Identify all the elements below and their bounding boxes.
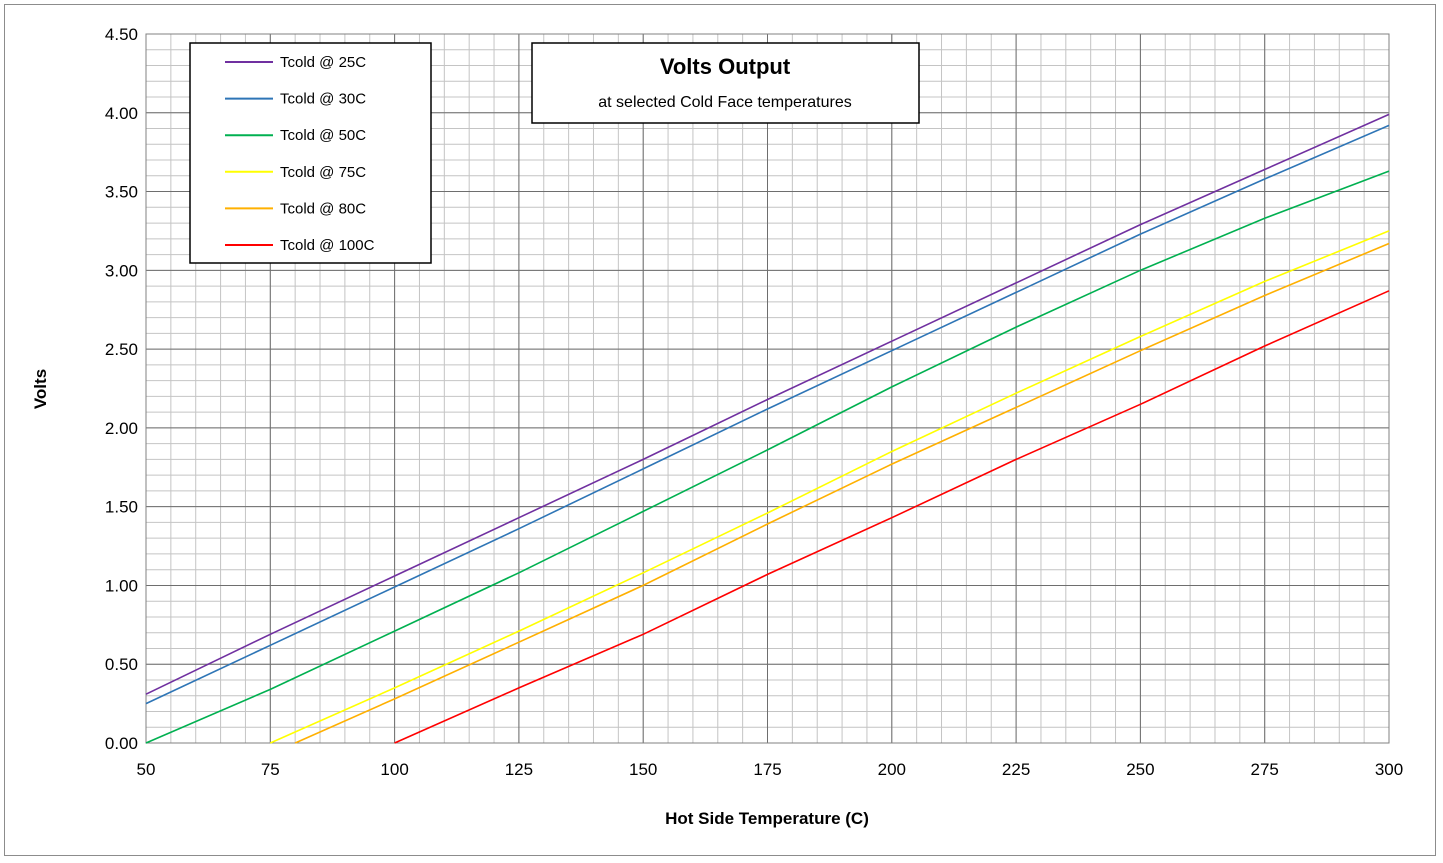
x-tick-label: 200 — [878, 760, 906, 779]
chart-title: Volts Output — [660, 54, 791, 79]
y-tick-label: 4.50 — [105, 25, 138, 44]
chart-subtitle: at selected Cold Face temperatures — [598, 94, 851, 111]
y-tick-label: 0.00 — [105, 734, 138, 753]
x-axis-title: Hot Side Temperature (C) — [665, 809, 869, 828]
legend-label: Tcold @ 100C — [280, 237, 375, 254]
y-tick-label: 1.50 — [105, 498, 138, 517]
y-axis-tick-labels: 0.00 0.50 1.00 1.50 2.00 2.50 3.00 3.50 4.00 4.50 — [105, 25, 138, 753]
legend-label: Tcold @ 75C — [280, 164, 366, 181]
x-tick-label: 150 — [629, 760, 657, 779]
y-tick-label: 2.50 — [105, 340, 138, 359]
x-tick-label: 75 — [261, 760, 280, 779]
series-line-5 — [294, 242, 1390, 744]
series-line-2 — [145, 124, 1390, 705]
legend: Tcold @ 25C Tcold @ 30C Tcold @ 50C Tcold @… — [189, 42, 432, 264]
legend-label: Tcold @ 50C — [280, 127, 366, 144]
series-line-1 — [145, 113, 1390, 695]
x-tick-label: 175 — [753, 760, 781, 779]
x-tick-label: 300 — [1375, 760, 1403, 779]
x-tick-label: 250 — [1126, 760, 1154, 779]
x-tick-label: 100 — [380, 760, 408, 779]
plot-area-border — [145, 33, 1390, 744]
x-tick-label: 275 — [1251, 760, 1279, 779]
y-axis-title: Volts — [31, 369, 50, 409]
x-tick-label: 125 — [505, 760, 533, 779]
chart-title-box: Volts Output at selected Cold Face tempe… — [531, 42, 920, 124]
x-tick-label: 225 — [1002, 760, 1030, 779]
series-line-3 — [145, 170, 1390, 744]
y-tick-label: 0.50 — [105, 655, 138, 674]
legend-label: Tcold @ 80C — [280, 200, 366, 217]
y-tick-label: 1.00 — [105, 576, 138, 595]
series-lines — [145, 113, 1390, 744]
y-tick-label: 2.00 — [105, 419, 138, 438]
x-tick-label: 50 — [137, 760, 156, 779]
y-tick-label: 4.00 — [105, 104, 138, 123]
y-tick-label: 3.50 — [105, 183, 138, 202]
legend-label: Tcold @ 30C — [280, 91, 366, 108]
legend-label: Tcold @ 25C — [280, 54, 366, 71]
y-tick-label: 3.00 — [105, 261, 138, 280]
series-line-6 — [394, 290, 1390, 744]
x-axis-tick-labels: 50 75 100 125 150 175 200 225 250 275 300 — [137, 760, 1404, 779]
series-line-4 — [269, 230, 1390, 744]
